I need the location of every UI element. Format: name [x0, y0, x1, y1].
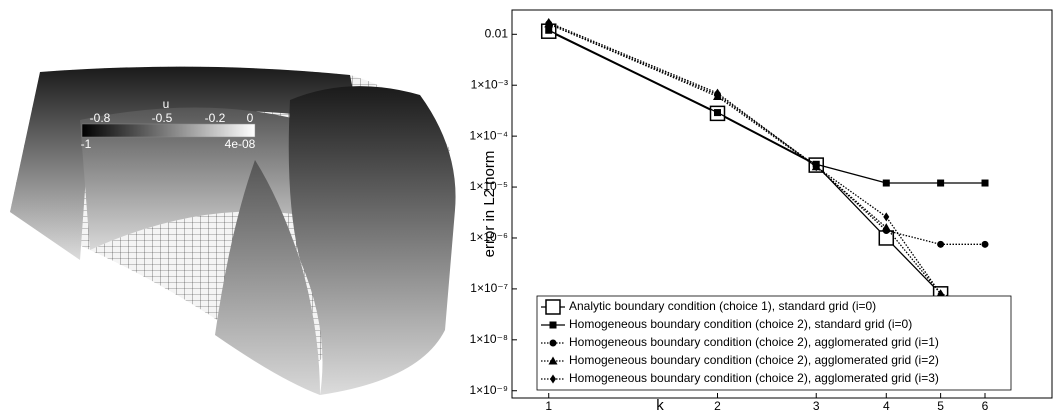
- series-line: [548, 23, 986, 308]
- marker: [550, 374, 556, 384]
- y-tick-label: 1×10⁻³: [471, 77, 508, 91]
- colorbar-title: u: [163, 97, 170, 111]
- marker: [548, 356, 558, 365]
- plot-frame: [511, 9, 1053, 399]
- colorbar-max: 4e-08: [225, 137, 256, 151]
- legend-box: [536, 295, 1012, 391]
- legend-label: Homogeneous boundary condition (choice 2…: [569, 317, 912, 331]
- marker: [545, 299, 561, 315]
- colorbar-tick: 0: [247, 111, 254, 125]
- marker: [545, 18, 552, 28]
- y-axis-label: error in L2 norm: [481, 151, 498, 258]
- marker: [882, 179, 890, 187]
- y-tick-label: 1×10⁻⁴: [469, 128, 508, 142]
- x-tick-label: 4: [883, 399, 890, 413]
- colorbar-tick: -0.2: [205, 111, 226, 125]
- surface-render: [10, 66, 456, 395]
- marker: [937, 179, 945, 187]
- colorbar-tick: -0.8: [90, 111, 111, 125]
- marker: [981, 179, 989, 187]
- x-tick-label: 6: [982, 399, 989, 413]
- y-tick-label: 0.01: [485, 26, 509, 40]
- marker: [549, 321, 557, 329]
- series-line: [548, 29, 986, 184]
- legend-label: Homogeneous boundary condition (choice 2…: [569, 353, 939, 367]
- series-line: [548, 23, 986, 245]
- y-tick-label: 1×10⁻⁹: [469, 383, 508, 397]
- x-tick-label: 1: [545, 399, 552, 413]
- y-tick-label: 1×10⁻⁶: [470, 230, 508, 244]
- marker: [545, 26, 553, 34]
- marker: [549, 339, 557, 347]
- marker: [813, 162, 820, 172]
- x-tick-label: 2: [714, 399, 721, 413]
- legend-label: Homogeneous boundary condition (choice 2…: [569, 371, 939, 385]
- x-axis-label: k: [656, 397, 664, 414]
- marker: [981, 240, 989, 248]
- y-tick-label: 1×10⁻⁸: [470, 332, 508, 346]
- marker: [881, 223, 891, 232]
- colorbar-labels: u -0.8 -0.5 -0.2 0 -1 4e-08: [81, 97, 256, 151]
- y-tick-label: 1×10⁻⁷: [470, 281, 508, 295]
- x-tick-label: 5: [937, 399, 944, 413]
- legend-label: Homogeneous boundary condition (choice 2…: [569, 335, 939, 349]
- colorbar-min: -1: [81, 137, 92, 151]
- marker: [714, 109, 722, 117]
- y-tick-label: 1×10⁻⁵: [470, 179, 508, 193]
- x-tick-label: 3: [813, 399, 820, 413]
- marker: [883, 212, 890, 222]
- legend-label: Analytic boundary condition (choice 1), …: [569, 299, 876, 313]
- colorbar-tick: -0.5: [152, 111, 173, 125]
- marker: [714, 88, 721, 98]
- marker: [937, 240, 945, 248]
